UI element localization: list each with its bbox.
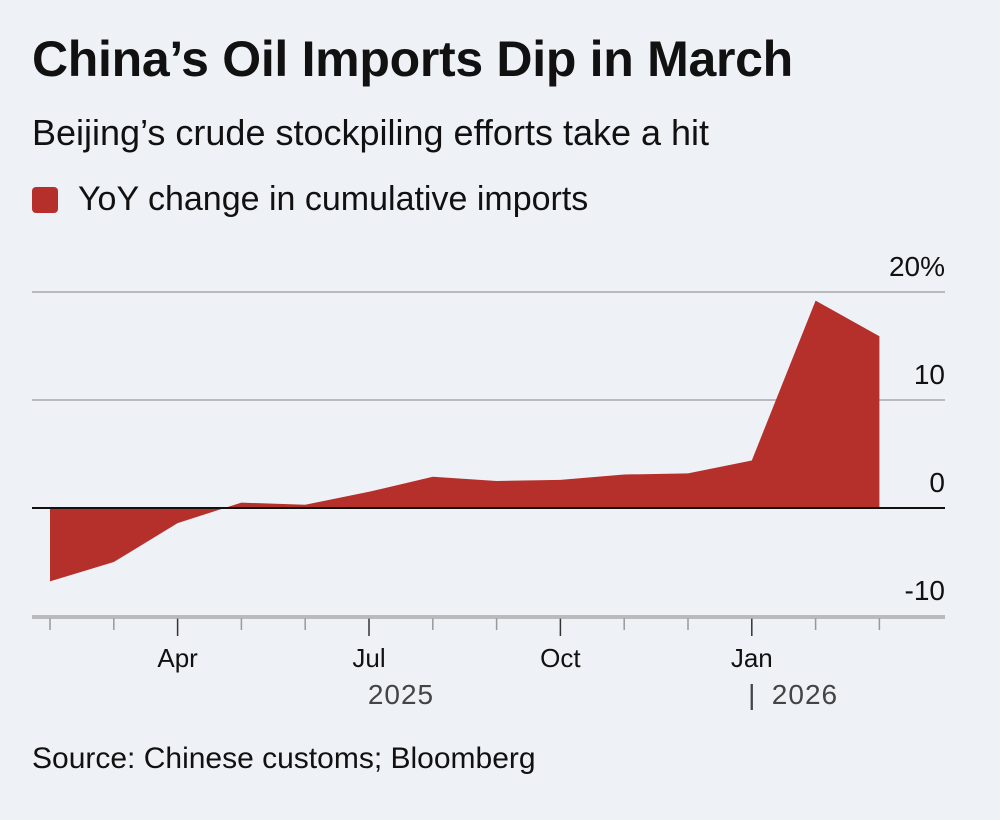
source-note: Source: Chinese customs; Bloomberg bbox=[32, 742, 536, 775]
legend-swatch bbox=[32, 186, 58, 213]
x-tick-label: Jul bbox=[352, 643, 385, 673]
chart-subtitle: Beijing’s crude stockpiling efforts take… bbox=[32, 112, 710, 153]
y-tick-label: 0 bbox=[929, 467, 945, 498]
legend-label: YoY change in cumulative imports bbox=[78, 180, 589, 218]
y-tick-label: -10 bbox=[905, 575, 945, 606]
y-tick-label: 10 bbox=[914, 359, 945, 390]
year-label: 2025 bbox=[368, 679, 434, 710]
x-tick-label: Apr bbox=[157, 643, 198, 673]
y-tick-label: 20% bbox=[889, 251, 945, 282]
year-label: 2026 bbox=[772, 679, 838, 710]
year-separator: | bbox=[748, 679, 755, 710]
chart-title: China’s Oil Imports Dip in March bbox=[32, 31, 793, 87]
x-tick-label: Jan bbox=[731, 643, 773, 673]
legend: YoY change in cumulative imports bbox=[32, 180, 588, 219]
x-tick-label: Oct bbox=[540, 643, 581, 673]
area-series bbox=[50, 300, 880, 582]
